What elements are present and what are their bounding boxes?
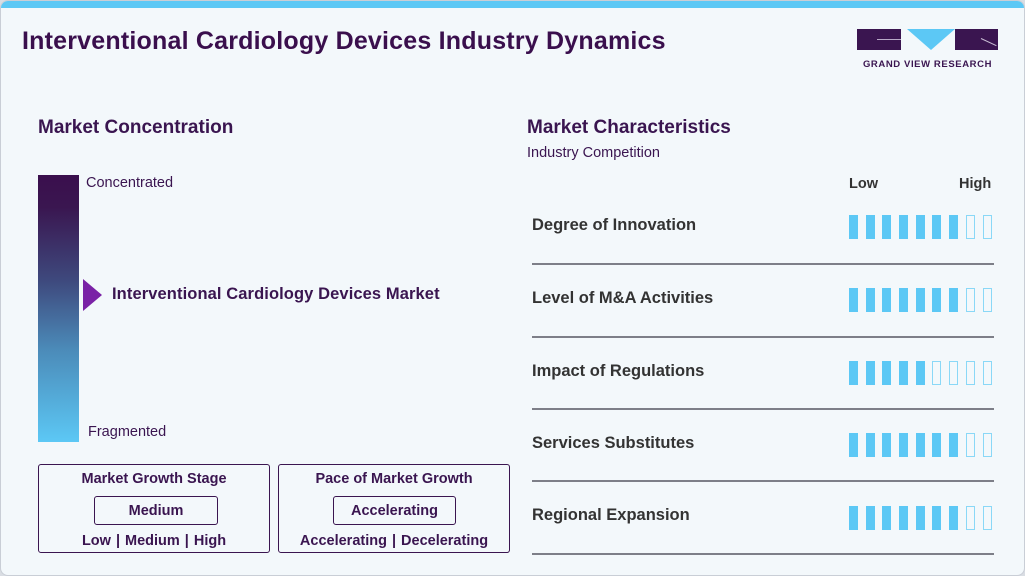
characteristic-row-innovation: Degree of Innovation (532, 191, 994, 265)
row-label: Level of M&A Activities (532, 289, 714, 307)
characteristic-row-regional-expansion: Regional Expansion (532, 481, 994, 555)
score-bar-filled (882, 433, 892, 457)
score-bars-mna (849, 288, 992, 312)
growth-pace-value: Accelerating (333, 496, 456, 525)
growth-pace-options: Accelerating | Decelerating (299, 533, 489, 549)
market-position-marker-icon (83, 279, 102, 311)
score-bar-empty (949, 361, 959, 385)
score-bar-empty (982, 361, 992, 385)
score-bar-filled (932, 215, 942, 239)
row-label: Degree of Innovation (532, 216, 697, 234)
score-bar-filled (949, 215, 959, 239)
score-bar-empty (982, 506, 992, 530)
score-bars-regional-expansion (849, 506, 992, 530)
score-bar-empty (982, 215, 992, 239)
score-bar-empty (965, 288, 975, 312)
score-bar-filled (899, 506, 909, 530)
score-bar-filled (915, 215, 925, 239)
score-bar-filled (865, 433, 875, 457)
accent-bar (1, 1, 1024, 8)
score-bar-empty (982, 288, 992, 312)
score-bar-filled (849, 361, 858, 385)
market-position-label: Interventional Cardiology Devices Market (112, 285, 440, 303)
score-bar-empty (965, 506, 975, 530)
logo-g-icon (857, 29, 901, 50)
growth-stage-title: Market Growth Stage (81, 471, 227, 487)
characteristic-row-substitutes: Services Substitutes (532, 409, 994, 482)
score-bar-filled (932, 433, 942, 457)
row-label: Regional Expansion (532, 506, 690, 524)
option-accelerating: Accelerating (299, 533, 387, 549)
score-bar-filled (915, 288, 925, 312)
page-title: Interventional Cardiology Devices Indust… (22, 27, 666, 55)
growth-stage-options: Low | Medium | High (81, 533, 227, 549)
pace-of-market-growth-box: Pace of Market Growth Accelerating Accel… (278, 464, 510, 553)
logo-v-icon (907, 29, 955, 50)
market-growth-stage-box: Market Growth Stage Medium Low | Medium | Hi… (38, 464, 270, 553)
score-bar-filled (882, 288, 892, 312)
score-bar-empty (965, 215, 975, 239)
grand-view-research-logo: GRAND VIEW RESEARCH (855, 29, 1000, 73)
score-bar-filled (949, 433, 959, 457)
score-bar-filled (849, 433, 858, 457)
industry-competition-subtitle: Industry Competition (527, 145, 660, 161)
score-bar-empty (982, 433, 992, 457)
option-medium: Medium (125, 533, 180, 549)
score-bar-filled (882, 361, 892, 385)
score-bar-filled (865, 506, 875, 530)
score-bar-filled (865, 288, 875, 312)
score-bar-filled (849, 506, 858, 530)
score-bar-filled (882, 215, 892, 239)
score-bar-filled (915, 361, 925, 385)
score-bar-filled (849, 288, 858, 312)
row-divider (532, 408, 994, 410)
scale-high-label: High (959, 176, 992, 192)
row-label: Services Substitutes (532, 434, 695, 452)
score-bar-filled (899, 361, 909, 385)
characteristic-row-mna: Level of M&A Activities (532, 264, 994, 338)
growth-pace-title: Pace of Market Growth (315, 471, 473, 487)
concentration-gradient-bar (38, 175, 79, 442)
option-high: High (193, 533, 227, 549)
characteristic-row-regulations: Impact of Regulations (532, 336, 994, 410)
score-bar-filled (899, 288, 909, 312)
score-bar-empty (965, 433, 975, 457)
score-bar-filled (932, 506, 942, 530)
score-bar-filled (865, 215, 875, 239)
score-bar-filled (932, 288, 942, 312)
row-divider (532, 480, 994, 482)
score-bar-filled (899, 215, 909, 239)
score-bar-filled (865, 361, 875, 385)
option-decelerating: Decelerating (401, 533, 489, 549)
score-bar-filled (849, 215, 858, 239)
concentrated-label: Concentrated (86, 175, 174, 191)
row-divider (532, 263, 994, 265)
market-characteristics-title: Market Characteristics (527, 117, 731, 138)
score-bars-regulations (849, 361, 992, 385)
score-bar-filled (949, 288, 959, 312)
score-bar-empty (965, 361, 975, 385)
score-bar-filled (882, 506, 892, 530)
score-bar-filled (915, 433, 925, 457)
score-bar-empty (932, 361, 942, 385)
row-divider (532, 336, 994, 338)
row-divider (532, 553, 994, 555)
row-label: Impact of Regulations (532, 362, 705, 380)
score-bars-innovation (849, 215, 992, 239)
logo-r-icon (955, 29, 998, 50)
logo-text: GRAND VIEW RESEARCH (862, 59, 993, 70)
option-low: Low (81, 533, 111, 549)
market-concentration-title: Market Concentration (38, 117, 234, 138)
growth-stage-value: Medium (94, 496, 218, 525)
score-bar-filled (949, 506, 959, 530)
score-bar-filled (899, 433, 909, 457)
score-bars-substitutes (849, 433, 992, 457)
fragmented-label: Fragmented (88, 424, 167, 440)
scale-low-label: Low (849, 176, 878, 192)
score-bar-filled (915, 506, 925, 530)
